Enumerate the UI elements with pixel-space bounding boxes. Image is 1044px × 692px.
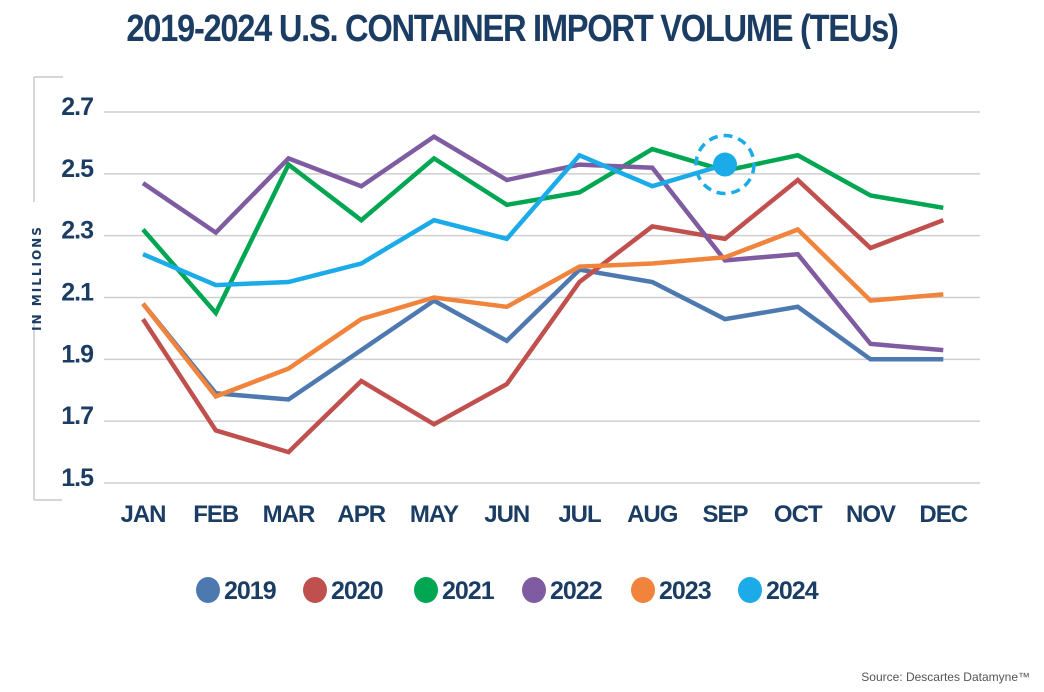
x-tick-label-jun: JUN [484, 501, 529, 528]
x-tick-label-apr: APR [337, 501, 385, 528]
y-tick-label: 1.9 [61, 340, 93, 368]
highlight-marker [694, 133, 756, 196]
x-tick-label-nov: NOV [846, 501, 896, 528]
x-tick-label-aug: AUG [627, 501, 678, 528]
legend-item-2020: 2020 [303, 577, 384, 605]
x-tick-label-may: MAY [410, 501, 459, 528]
legend-swatch [631, 577, 655, 603]
legend-swatch [522, 577, 546, 603]
x-tick-label-jan: JAN [120, 501, 165, 528]
x-tick-label-sep: SEP [702, 501, 748, 528]
y-tick-label: 2.5 [61, 155, 94, 183]
legend-item-2024: 2024 [738, 577, 820, 605]
x-tick-label-jul: JUL [558, 501, 601, 528]
x-tick-label-dec: DEC [919, 501, 967, 528]
x-tick-label-feb: FEB [193, 501, 239, 528]
legend-label: 2021 [442, 577, 495, 605]
series-line-2024 [142, 152, 726, 288]
legend-label: 2019 [224, 577, 276, 605]
legend-swatch [196, 577, 220, 603]
legend-item-2023: 2023 [631, 577, 712, 605]
source-note: Source: Descartes Datamyne™ [861, 670, 1030, 684]
y-axis-label: IN MILLIONS [30, 225, 44, 331]
series-line-2023 [141, 226, 944, 400]
series-line-2019 [141, 267, 944, 402]
y-tick-label: 1.7 [61, 402, 93, 430]
legend: 2019 2020 2021 2022 2023 2024 [196, 577, 820, 605]
y-tick-label: 2.3 [61, 217, 93, 245]
y-tick-labels: 2.7 2.5 2.3 2.1 1.9 1.7 1.5 [61, 93, 95, 492]
y-tick-label: 2.7 [61, 93, 93, 121]
legend-label: 2022 [550, 577, 602, 605]
legend-swatch [738, 577, 762, 603]
legend-label: 2020 [331, 577, 383, 605]
y-axis-bracket [33, 76, 63, 501]
gridlines [104, 111, 980, 484]
legend-item-2021: 2021 [414, 577, 496, 605]
chart-title: 2019-2024 U.S. CONTAINER IMPORT VOLUME (… [126, 8, 898, 50]
legend-label: 2024 [766, 577, 819, 605]
series-line-2020 [141, 177, 945, 455]
legend-swatch [414, 577, 438, 603]
y-tick-label: 1.5 [61, 464, 94, 492]
series-lines [141, 134, 945, 455]
series-line-2022 [141, 134, 944, 353]
legend-swatch [303, 577, 327, 603]
highlight-dashed-ring [694, 133, 756, 196]
x-tick-label-oct: OCT [774, 501, 823, 528]
legend-item-2022: 2022 [522, 577, 603, 605]
legend-item-2019: 2019 [196, 577, 277, 605]
y-tick-label: 2.1 [61, 279, 94, 307]
x-tick-label-mar: MAR [263, 501, 315, 528]
x-tick-labels: JAN FEB MAR APR MAY JUN JUL AUG SEP OCT NOV DEC [120, 501, 968, 528]
legend-label: 2023 [659, 577, 711, 605]
highlight-point [713, 152, 737, 177]
